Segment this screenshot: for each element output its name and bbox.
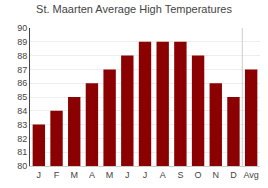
svg-text:84: 84 [17, 106, 27, 116]
svg-text:89: 89 [17, 37, 27, 47]
svg-text:80: 80 [17, 161, 27, 171]
svg-text:87: 87 [17, 65, 27, 75]
svg-text:O: O [195, 170, 202, 180]
svg-text:82: 82 [17, 134, 27, 144]
svg-text:81: 81 [17, 147, 27, 157]
svg-text:90: 90 [17, 23, 27, 33]
svg-text:F: F [54, 170, 60, 180]
svg-text:J: J [37, 170, 42, 180]
svg-text:M: M [106, 170, 114, 180]
svg-text:St. Maarten Average High Tempe: St. Maarten Average High Temperatures [36, 3, 232, 15]
svg-text:J: J [143, 170, 148, 180]
svg-text:A: A [160, 170, 166, 180]
svg-text:M: M [70, 170, 78, 180]
svg-text:83: 83 [17, 120, 27, 130]
svg-text:D: D [230, 170, 237, 180]
svg-text:S: S [177, 170, 183, 180]
svg-text:J: J [125, 170, 130, 180]
svg-text:A: A [89, 170, 95, 180]
svg-text:Avg: Avg [243, 170, 258, 180]
svg-text:85: 85 [17, 92, 27, 102]
svg-text:86: 86 [17, 78, 27, 88]
svg-text:N: N [213, 170, 220, 180]
svg-text:88: 88 [17, 51, 27, 61]
